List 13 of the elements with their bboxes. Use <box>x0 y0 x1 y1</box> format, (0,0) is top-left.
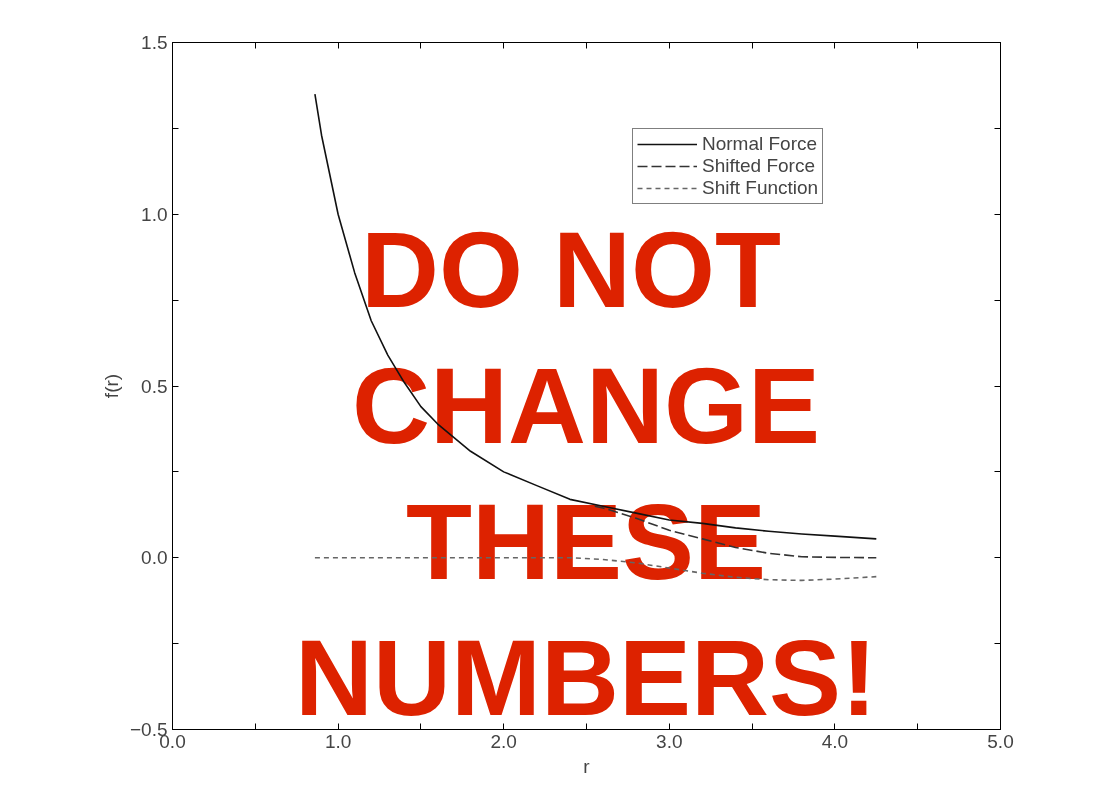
x-tick-label: 4.0 <box>821 730 849 752</box>
y-axis-title: f(r) <box>100 373 122 399</box>
x-tick-label: 2.0 <box>490 730 517 752</box>
y-tick-label: 1.0 <box>141 203 168 225</box>
legend-label: Normal Force <box>702 133 818 155</box>
x-tick-label: 3.0 <box>656 730 683 752</box>
y-tick-label: 0.5 <box>141 375 168 397</box>
x-axis-title: r <box>583 755 591 777</box>
x-tick-label: 5.0 <box>987 730 1014 752</box>
y-tick-label: 1.5 <box>141 32 168 53</box>
legend-label: Shifted Force <box>702 155 815 177</box>
y-tick-label: 0.0 <box>141 547 168 569</box>
legend-label: Shift Function <box>702 177 819 199</box>
